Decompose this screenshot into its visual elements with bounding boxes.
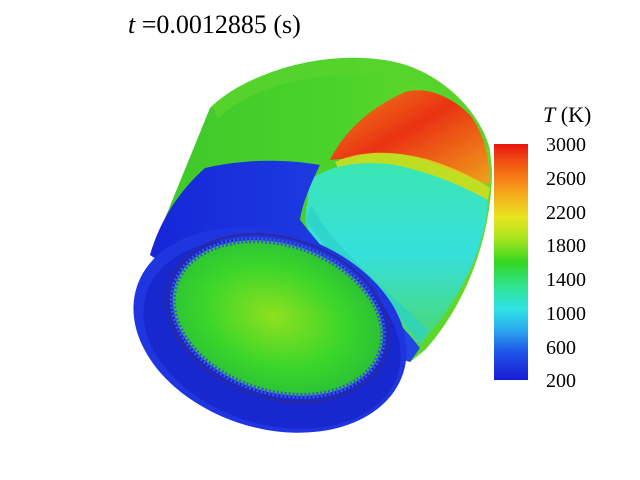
colorbar-tick: 2600 [546,168,586,190]
inner-bore-ring [169,237,387,399]
colorbar-title: T (K) [543,104,591,126]
time-value: =0.0012885 (s) [135,10,301,39]
colorbar-tick: 1000 [546,303,586,325]
cyan-region [305,163,488,345]
cylinder-top-edge [212,59,490,150]
colorbar-tick: 3000 [546,134,586,156]
colorbar-tick: 1400 [546,269,586,291]
colorbar-tick: 600 [546,337,576,359]
inner-bore [172,240,384,396]
colorbar [494,144,528,380]
colorbar-unit: (K) [555,102,592,127]
hot-region [330,90,490,185]
time-variable: t [128,10,136,39]
time-title: t =0.0012885 (s) [128,12,301,38]
colorbar-variable: T [543,102,556,127]
colorbar-tick: 200 [546,370,576,392]
colorbar-tick: 2200 [546,202,586,224]
colorbar-tick: 1800 [546,235,586,257]
inner-bore-edge [165,233,391,403]
